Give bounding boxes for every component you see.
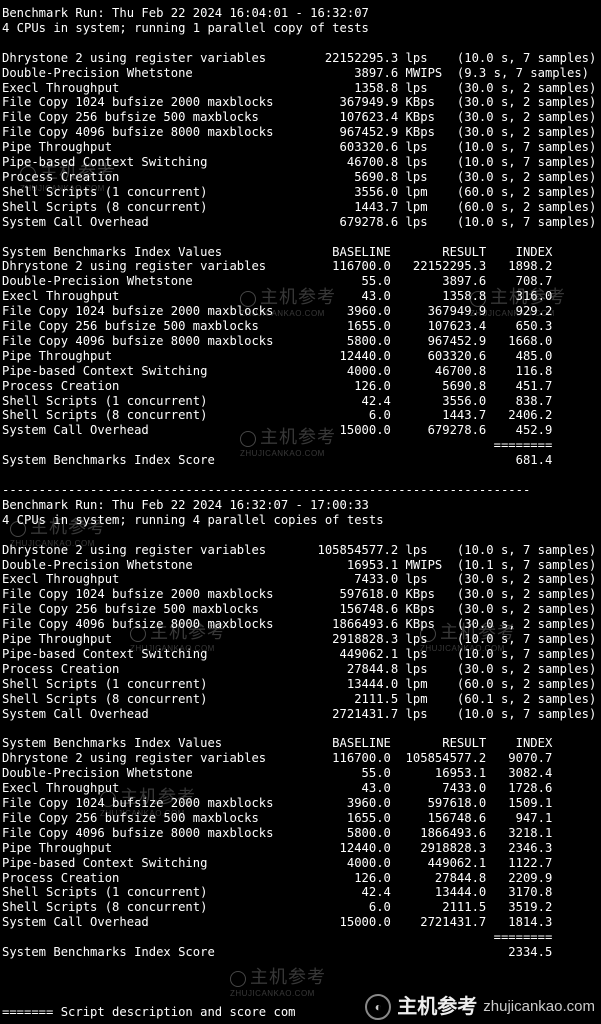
footer-domain: zhujicankao.com <box>483 1000 595 1015</box>
logo-icon: ◐ <box>365 994 391 1020</box>
footer-cn: 主机参考 <box>397 1000 477 1015</box>
terminal-output: Benchmark Run: Thu Feb 22 2024 16:04:01 … <box>0 0 601 1020</box>
footer-watermark: ◐ 主机参考 zhujicankao.com <box>365 994 595 1020</box>
